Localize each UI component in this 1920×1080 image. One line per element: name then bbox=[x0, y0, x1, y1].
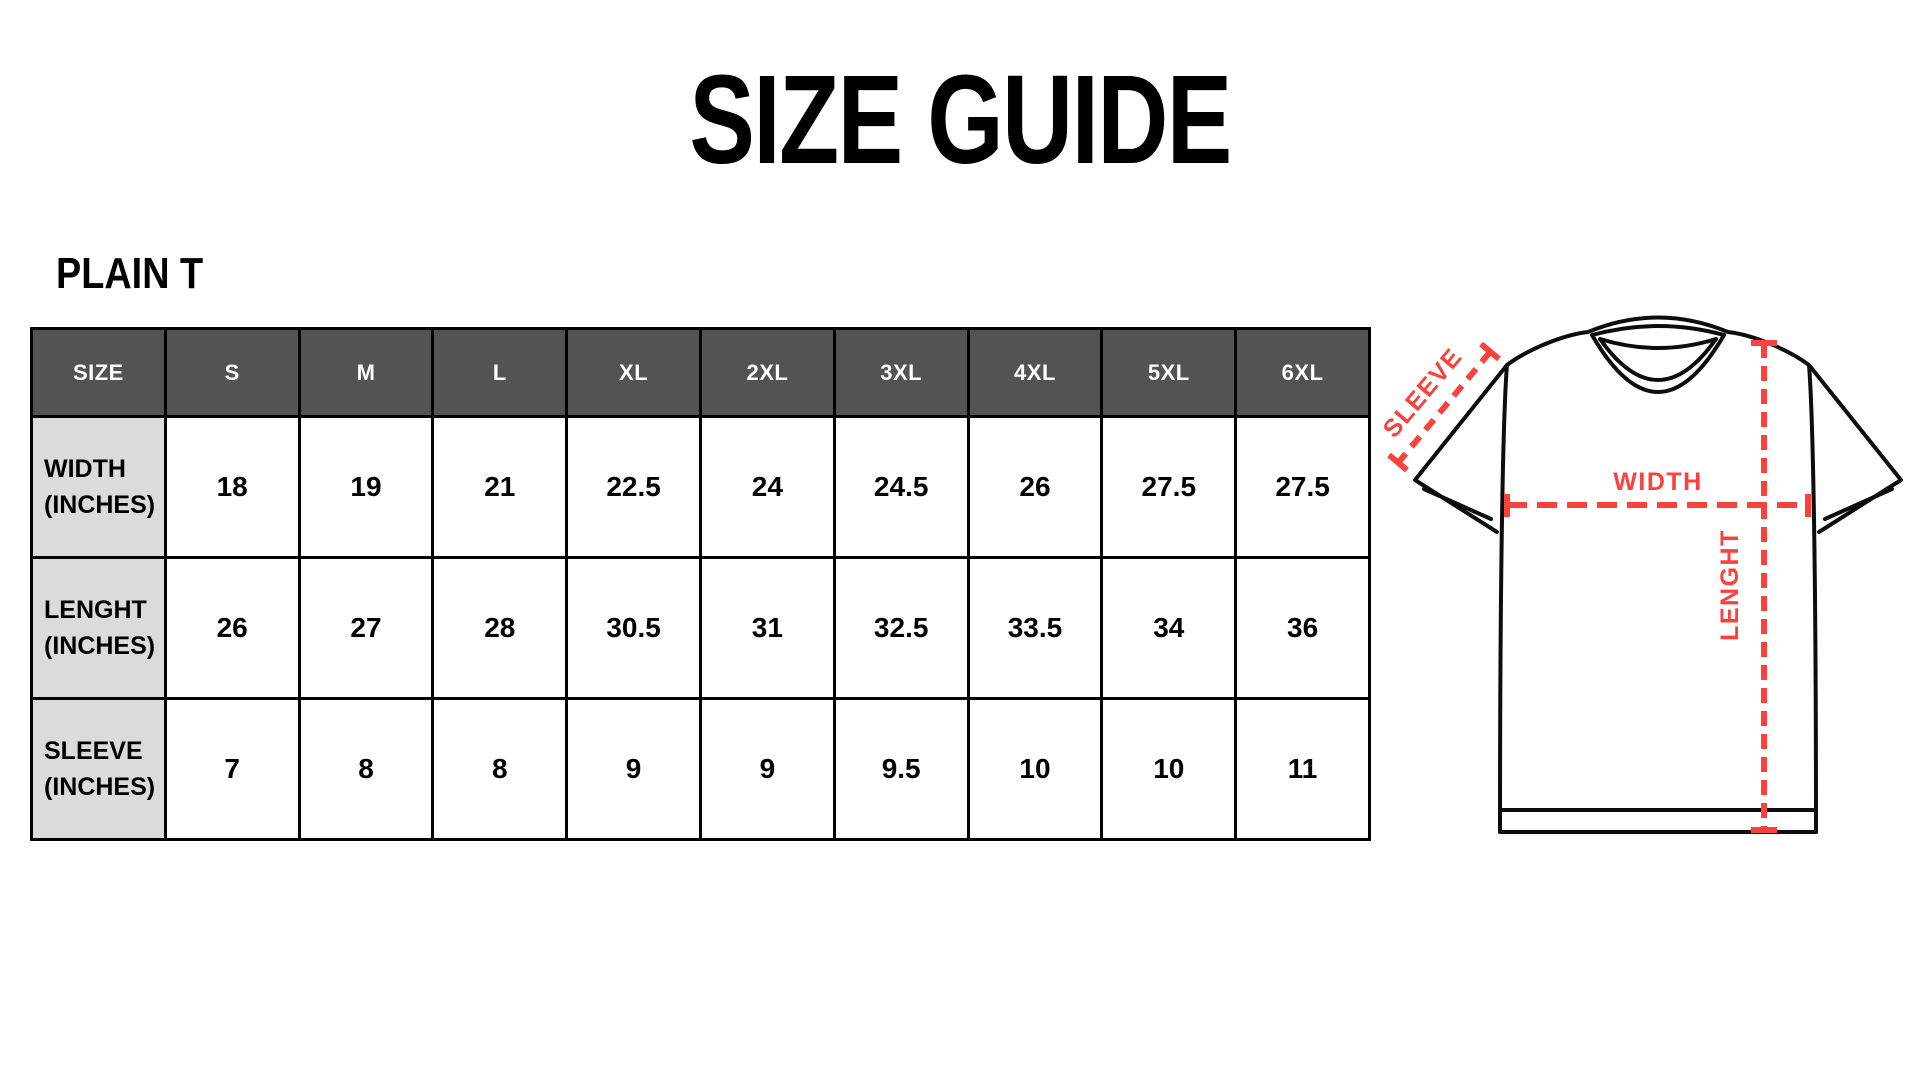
sleeve-measure-line bbox=[1395, 350, 1493, 465]
table-row-length: LENGHT (INCHES) 26 27 28 30.5 31 32.5 33… bbox=[30, 556, 1371, 700]
row-label-unit: (INCHES) bbox=[44, 773, 156, 801]
length-value-3xl: 32.5 bbox=[832, 556, 970, 700]
size-table: SIZE S M L XL 2XL 3XL 4XL 5XL 6XL WIDTH … bbox=[30, 327, 1371, 841]
tshirt-right-sleeve-outline bbox=[1807, 363, 1903, 534]
width-value-3xl: 24.5 bbox=[832, 415, 970, 559]
tshirt-body-outline bbox=[1498, 315, 1818, 834]
sleeve-measure-cap-bottom bbox=[1387, 452, 1409, 473]
tshirt-collar-front-scoop bbox=[1598, 337, 1718, 382]
length-value-s: 26 bbox=[163, 556, 301, 700]
length-value-xl: 30.5 bbox=[565, 556, 702, 700]
page-title: SIZE GUIDE bbox=[689, 49, 1232, 190]
table-row-sleeve: SLEEVE (INCHES) 7 8 8 9 9 9.5 10 10 11 bbox=[30, 697, 1371, 841]
tshirt-left-sleeve-outline bbox=[1413, 363, 1509, 534]
width-value-m: 19 bbox=[297, 415, 435, 559]
row-label-text: WIDTH bbox=[44, 454, 126, 483]
col-header-4xl: 4XL bbox=[966, 327, 1104, 418]
tshirt-diagram: SLEEVE WIDTH LENGHT bbox=[1378, 315, 1903, 834]
length-value-4xl: 33.5 bbox=[966, 556, 1104, 700]
row-label-unit: (INCHES) bbox=[44, 632, 156, 660]
size-table-body: WIDTH (INCHES) 18 19 21 22.5 24 24.5 26 … bbox=[30, 415, 1371, 841]
col-header-6xl: 6XL bbox=[1234, 327, 1371, 418]
length-value-6xl: 36 bbox=[1234, 556, 1371, 700]
row-label-unit: (INCHES) bbox=[44, 491, 156, 519]
col-header-l: L bbox=[431, 327, 569, 418]
sleeve-value-4xl: 10 bbox=[966, 697, 1104, 841]
col-header-2xl: 2XL bbox=[698, 327, 836, 418]
sleeve-value-l: 8 bbox=[431, 697, 569, 841]
page-title-wrap: SIZE GUIDE bbox=[0, 57, 1920, 183]
row-label-length: LENGHT (INCHES) bbox=[30, 556, 167, 700]
product-label: PLAIN T bbox=[56, 249, 204, 298]
row-label-sleeve: SLEEVE (INCHES) bbox=[30, 697, 167, 841]
row-label-text: SLEEVE bbox=[44, 736, 143, 765]
sleeve-measure-cap-top bbox=[1479, 341, 1501, 362]
length-measure-label: LENGHT bbox=[1716, 529, 1744, 641]
length-value-l: 28 bbox=[431, 556, 569, 700]
table-row-width: WIDTH (INCHES) 18 19 21 22.5 24 24.5 26 … bbox=[30, 415, 1371, 559]
width-value-5xl: 27.5 bbox=[1100, 415, 1238, 559]
sleeve-value-s: 7 bbox=[163, 697, 301, 841]
length-value-5xl: 34 bbox=[1100, 556, 1238, 700]
col-header-xl: XL bbox=[565, 327, 702, 418]
size-table-head: SIZE S M L XL 2XL 3XL 4XL 5XL 6XL bbox=[30, 327, 1371, 418]
tshirt-left-sleeve-hem bbox=[1422, 487, 1493, 521]
sleeve-value-5xl: 10 bbox=[1100, 697, 1238, 841]
sleeve-value-xl: 9 bbox=[565, 697, 702, 841]
width-value-4xl: 26 bbox=[966, 415, 1104, 559]
sleeve-value-2xl: 9 bbox=[698, 697, 836, 841]
width-value-2xl: 24 bbox=[698, 415, 836, 559]
length-value-2xl: 31 bbox=[698, 556, 836, 700]
sleeve-value-3xl: 9.5 bbox=[832, 697, 970, 841]
col-header-m: M bbox=[297, 327, 435, 418]
row-label-text: LENGHT bbox=[44, 595, 147, 624]
tshirt-collar-band-bottom bbox=[1590, 333, 1726, 394]
tshirt-collar-back-seam bbox=[1598, 337, 1718, 350]
col-header-s: S bbox=[163, 327, 301, 418]
width-value-xl: 22.5 bbox=[565, 415, 702, 559]
col-header-5xl: 5XL bbox=[1100, 327, 1238, 418]
col-header-size: SIZE bbox=[30, 327, 167, 418]
tshirt-right-sleeve-hem bbox=[1823, 487, 1894, 521]
header-row: SIZE S M L XL 2XL 3XL 4XL 5XL 6XL bbox=[30, 327, 1371, 418]
sleeve-value-6xl: 11 bbox=[1234, 697, 1371, 841]
col-header-3xl: 3XL bbox=[832, 327, 970, 418]
sleeve-value-m: 8 bbox=[297, 697, 435, 841]
tshirt-collar-band-top bbox=[1590, 324, 1726, 337]
row-label-width: WIDTH (INCHES) bbox=[30, 415, 167, 559]
width-measure-label: WIDTH bbox=[1613, 468, 1702, 496]
width-value-l: 21 bbox=[431, 415, 569, 559]
width-value-6xl: 27.5 bbox=[1234, 415, 1371, 559]
width-value-s: 18 bbox=[163, 415, 301, 559]
length-value-m: 27 bbox=[297, 556, 435, 700]
